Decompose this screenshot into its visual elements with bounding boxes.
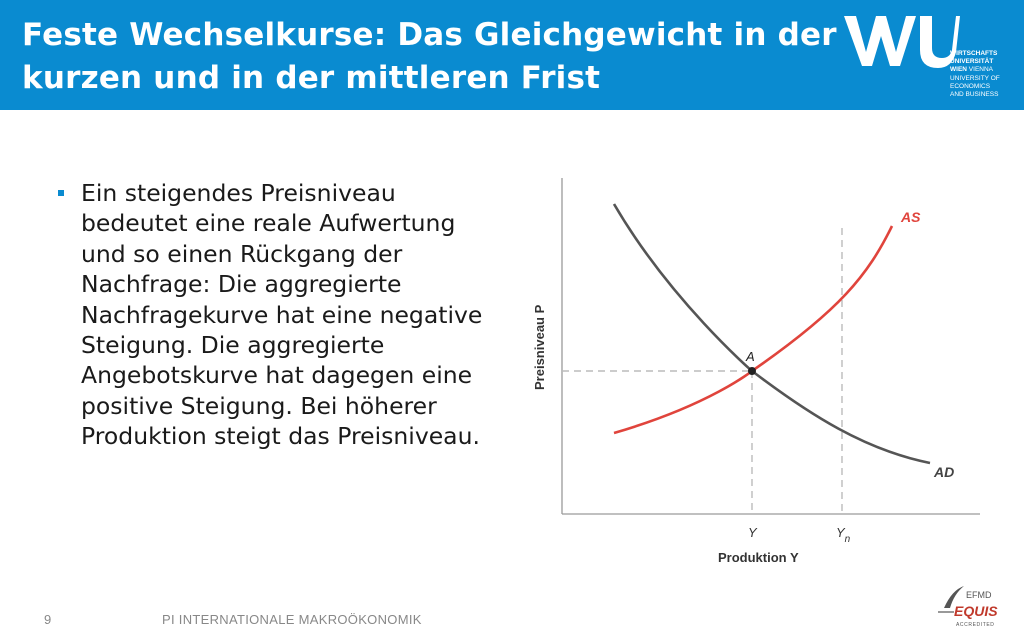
wu-logo-icon	[844, 16, 960, 68]
equis-efmd: EFMD	[966, 590, 992, 600]
page-number: 9	[44, 612, 52, 627]
bullet-list: Ein steigendes Preisniveau bedeutet eine…	[52, 178, 502, 452]
logo-line-5: UNIVERSITY OF	[950, 74, 1000, 82]
as-curve	[613, 225, 894, 435]
as-label: AS	[900, 209, 921, 225]
x-tick-y: Y	[748, 525, 758, 540]
ad-label: AD	[933, 464, 954, 480]
logo-line-7: AND BUSINESS	[950, 91, 999, 99]
x-tick-yn-main: Y	[836, 525, 846, 540]
equis-sub: ACCREDITED	[956, 622, 995, 628]
x-tick-yn: Yn	[836, 525, 851, 545]
y-axis-label: Preisniveau P	[532, 304, 547, 390]
logo-line-2: UNIVERSITÄT	[950, 58, 994, 66]
title-bar: Feste Wechselkurse: Das Gleichgewicht in…	[0, 0, 1024, 110]
x-tick-yn-sub: n	[845, 534, 851, 545]
logo-line-4: VIENNA	[968, 66, 993, 74]
logo-line-3: WIEN	[950, 66, 967, 74]
logo-line-1: WIRTSCHAFTS	[950, 50, 998, 57]
wu-logo: WIRTSCHAFTS UNIVERSITÄT WIEN VIENNA UNIV…	[842, 10, 1017, 102]
logo-text: WIRTSCHAFTS UNIVERSITÄT WIEN VIENNA UNIV…	[950, 50, 1020, 99]
logo-line-6: ECONOMICS	[950, 82, 991, 90]
footer-text: PI INTERNATIONALE MAKROÖKONOMIK	[162, 612, 422, 627]
equilibrium-point	[748, 367, 756, 375]
as-ad-diagram: A AS AD Y Yn Produktion Y Preisniveau P	[532, 178, 980, 565]
equis-accreditation-logo: EFMD EQUIS ACCREDITED	[938, 586, 998, 628]
square-bullet-icon	[58, 190, 64, 196]
point-label-a: A	[745, 349, 755, 364]
bullet-text: Ein steigendes Preisniveau bedeutet eine…	[81, 179, 483, 451]
slide-title: Feste Wechselkurse: Das Gleichgewicht in…	[22, 17, 837, 96]
x-axis-label: Produktion Y	[718, 550, 799, 565]
equis-main: EQUIS	[954, 603, 998, 619]
equis-swoosh-icon	[944, 586, 964, 608]
